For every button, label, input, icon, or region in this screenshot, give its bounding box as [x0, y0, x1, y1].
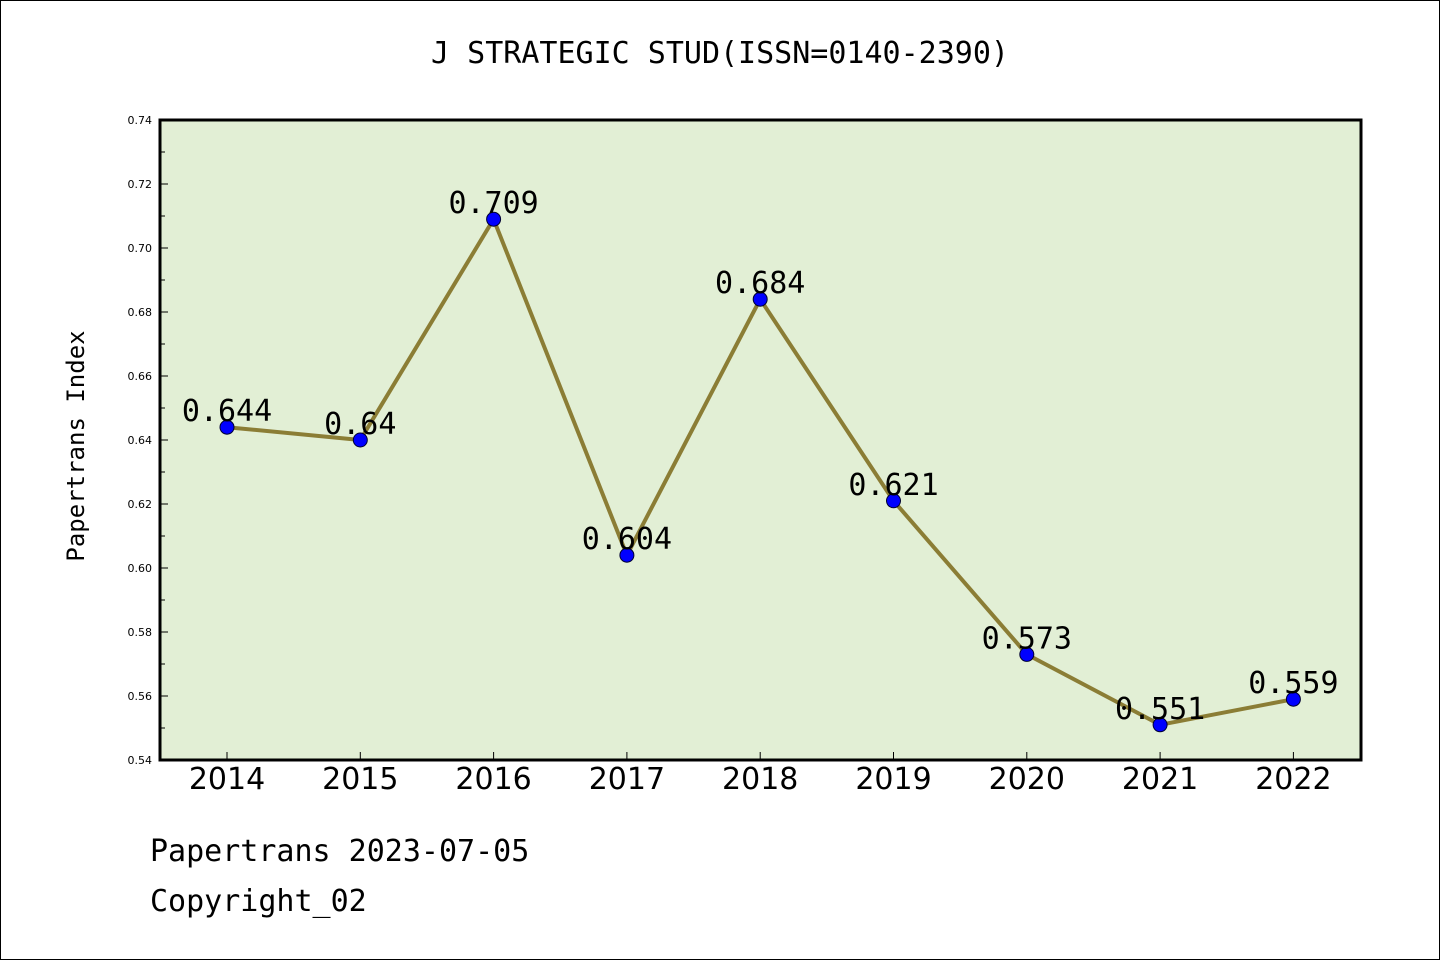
- y-tick-label: 0.70: [128, 242, 153, 255]
- y-tick-label: 0.62: [128, 498, 153, 511]
- data-point: [1019, 646, 1035, 662]
- x-tick-label: 2019: [855, 762, 931, 797]
- y-tick-label: 0.60: [128, 562, 153, 575]
- data-label: 0.64: [324, 407, 396, 442]
- footer-copyright: Copyright_02: [150, 884, 367, 919]
- data-point: [486, 211, 502, 227]
- data-label: 0.559: [1248, 666, 1338, 701]
- data-point: [619, 547, 635, 563]
- y-tick-label: 0.68: [128, 306, 153, 319]
- x-tick-label: 2015: [322, 762, 398, 797]
- data-label: 0.604: [582, 522, 672, 557]
- data-point: [1152, 717, 1168, 733]
- y-tick-label: 0.74: [128, 114, 153, 127]
- data-label: 0.644: [182, 394, 272, 429]
- data-label: 0.684: [715, 266, 805, 301]
- data-label: 0.551: [1115, 692, 1205, 727]
- data-point: [352, 432, 368, 448]
- y-tick-label: 0.66: [128, 370, 153, 383]
- x-tick-label: 2021: [1122, 762, 1198, 797]
- data-point: [752, 291, 768, 307]
- data-point: [1285, 691, 1301, 707]
- x-tick-label: 2020: [989, 762, 1065, 797]
- data-point: [219, 419, 235, 435]
- y-tick-label: 0.72: [128, 178, 153, 191]
- x-tick-label: 2014: [189, 762, 265, 797]
- data-label: 0.621: [848, 468, 938, 503]
- y-tick-label: 0.64: [128, 434, 153, 447]
- footer-date: Papertrans 2023-07-05: [150, 834, 530, 869]
- y-tick-label: 0.58: [128, 626, 153, 639]
- data-label: 0.573: [982, 621, 1072, 656]
- data-point: [886, 493, 901, 509]
- plot-border: [158, 118, 1363, 762]
- y-tick-label: 0.56: [128, 690, 153, 703]
- chart-title: J STRATEGIC STUD(ISSN=0140-2390): [431, 36, 1009, 71]
- x-tick-label: 2022: [1255, 762, 1331, 797]
- x-tick-label: 2018: [722, 762, 798, 797]
- x-tick-label: 2017: [589, 762, 665, 797]
- data-label: 0.709: [448, 186, 538, 221]
- y-tick-label: 0.54: [128, 754, 153, 767]
- x-tick-label: 2016: [455, 762, 531, 797]
